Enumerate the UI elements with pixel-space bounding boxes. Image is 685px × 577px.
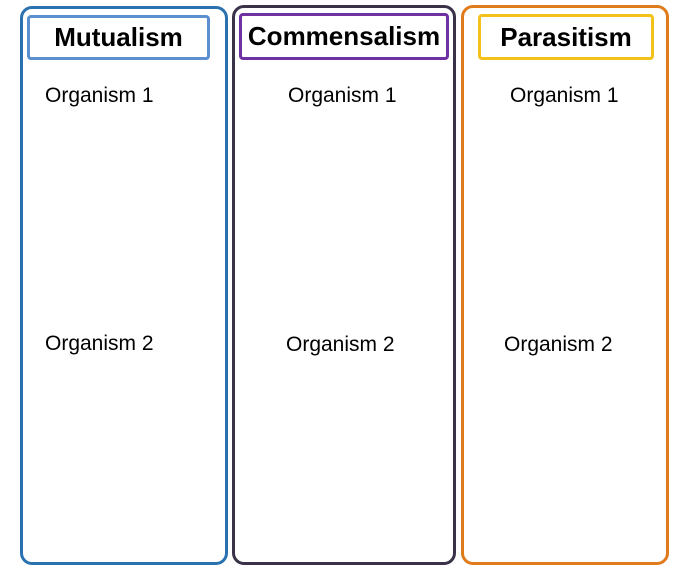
parasitism-organism-2-label: Organism 2: [504, 333, 613, 356]
mutualism-title-text: Mutualism: [54, 22, 183, 52]
mutualism-organism-2-label: Organism 2: [45, 332, 154, 355]
commensalism-column: [232, 5, 456, 565]
parasitism-title: Parasitism: [478, 14, 654, 60]
commensalism-title-text: Commensalism: [247, 21, 441, 51]
commensalism-title: Commensalism: [239, 13, 449, 60]
mutualism-title: Mutualism: [27, 15, 210, 60]
mutualism-column: [20, 6, 228, 565]
commensalism-organism-2-label: Organism 2: [286, 333, 395, 356]
commensalism-organism-1-label: Organism 1: [288, 84, 397, 107]
mutualism-organism-1-label: Organism 1: [45, 84, 154, 107]
parasitism-column: [461, 5, 669, 565]
parasitism-title-text: Parasitism: [500, 21, 632, 52]
parasitism-organism-1-label: Organism 1: [510, 84, 619, 107]
